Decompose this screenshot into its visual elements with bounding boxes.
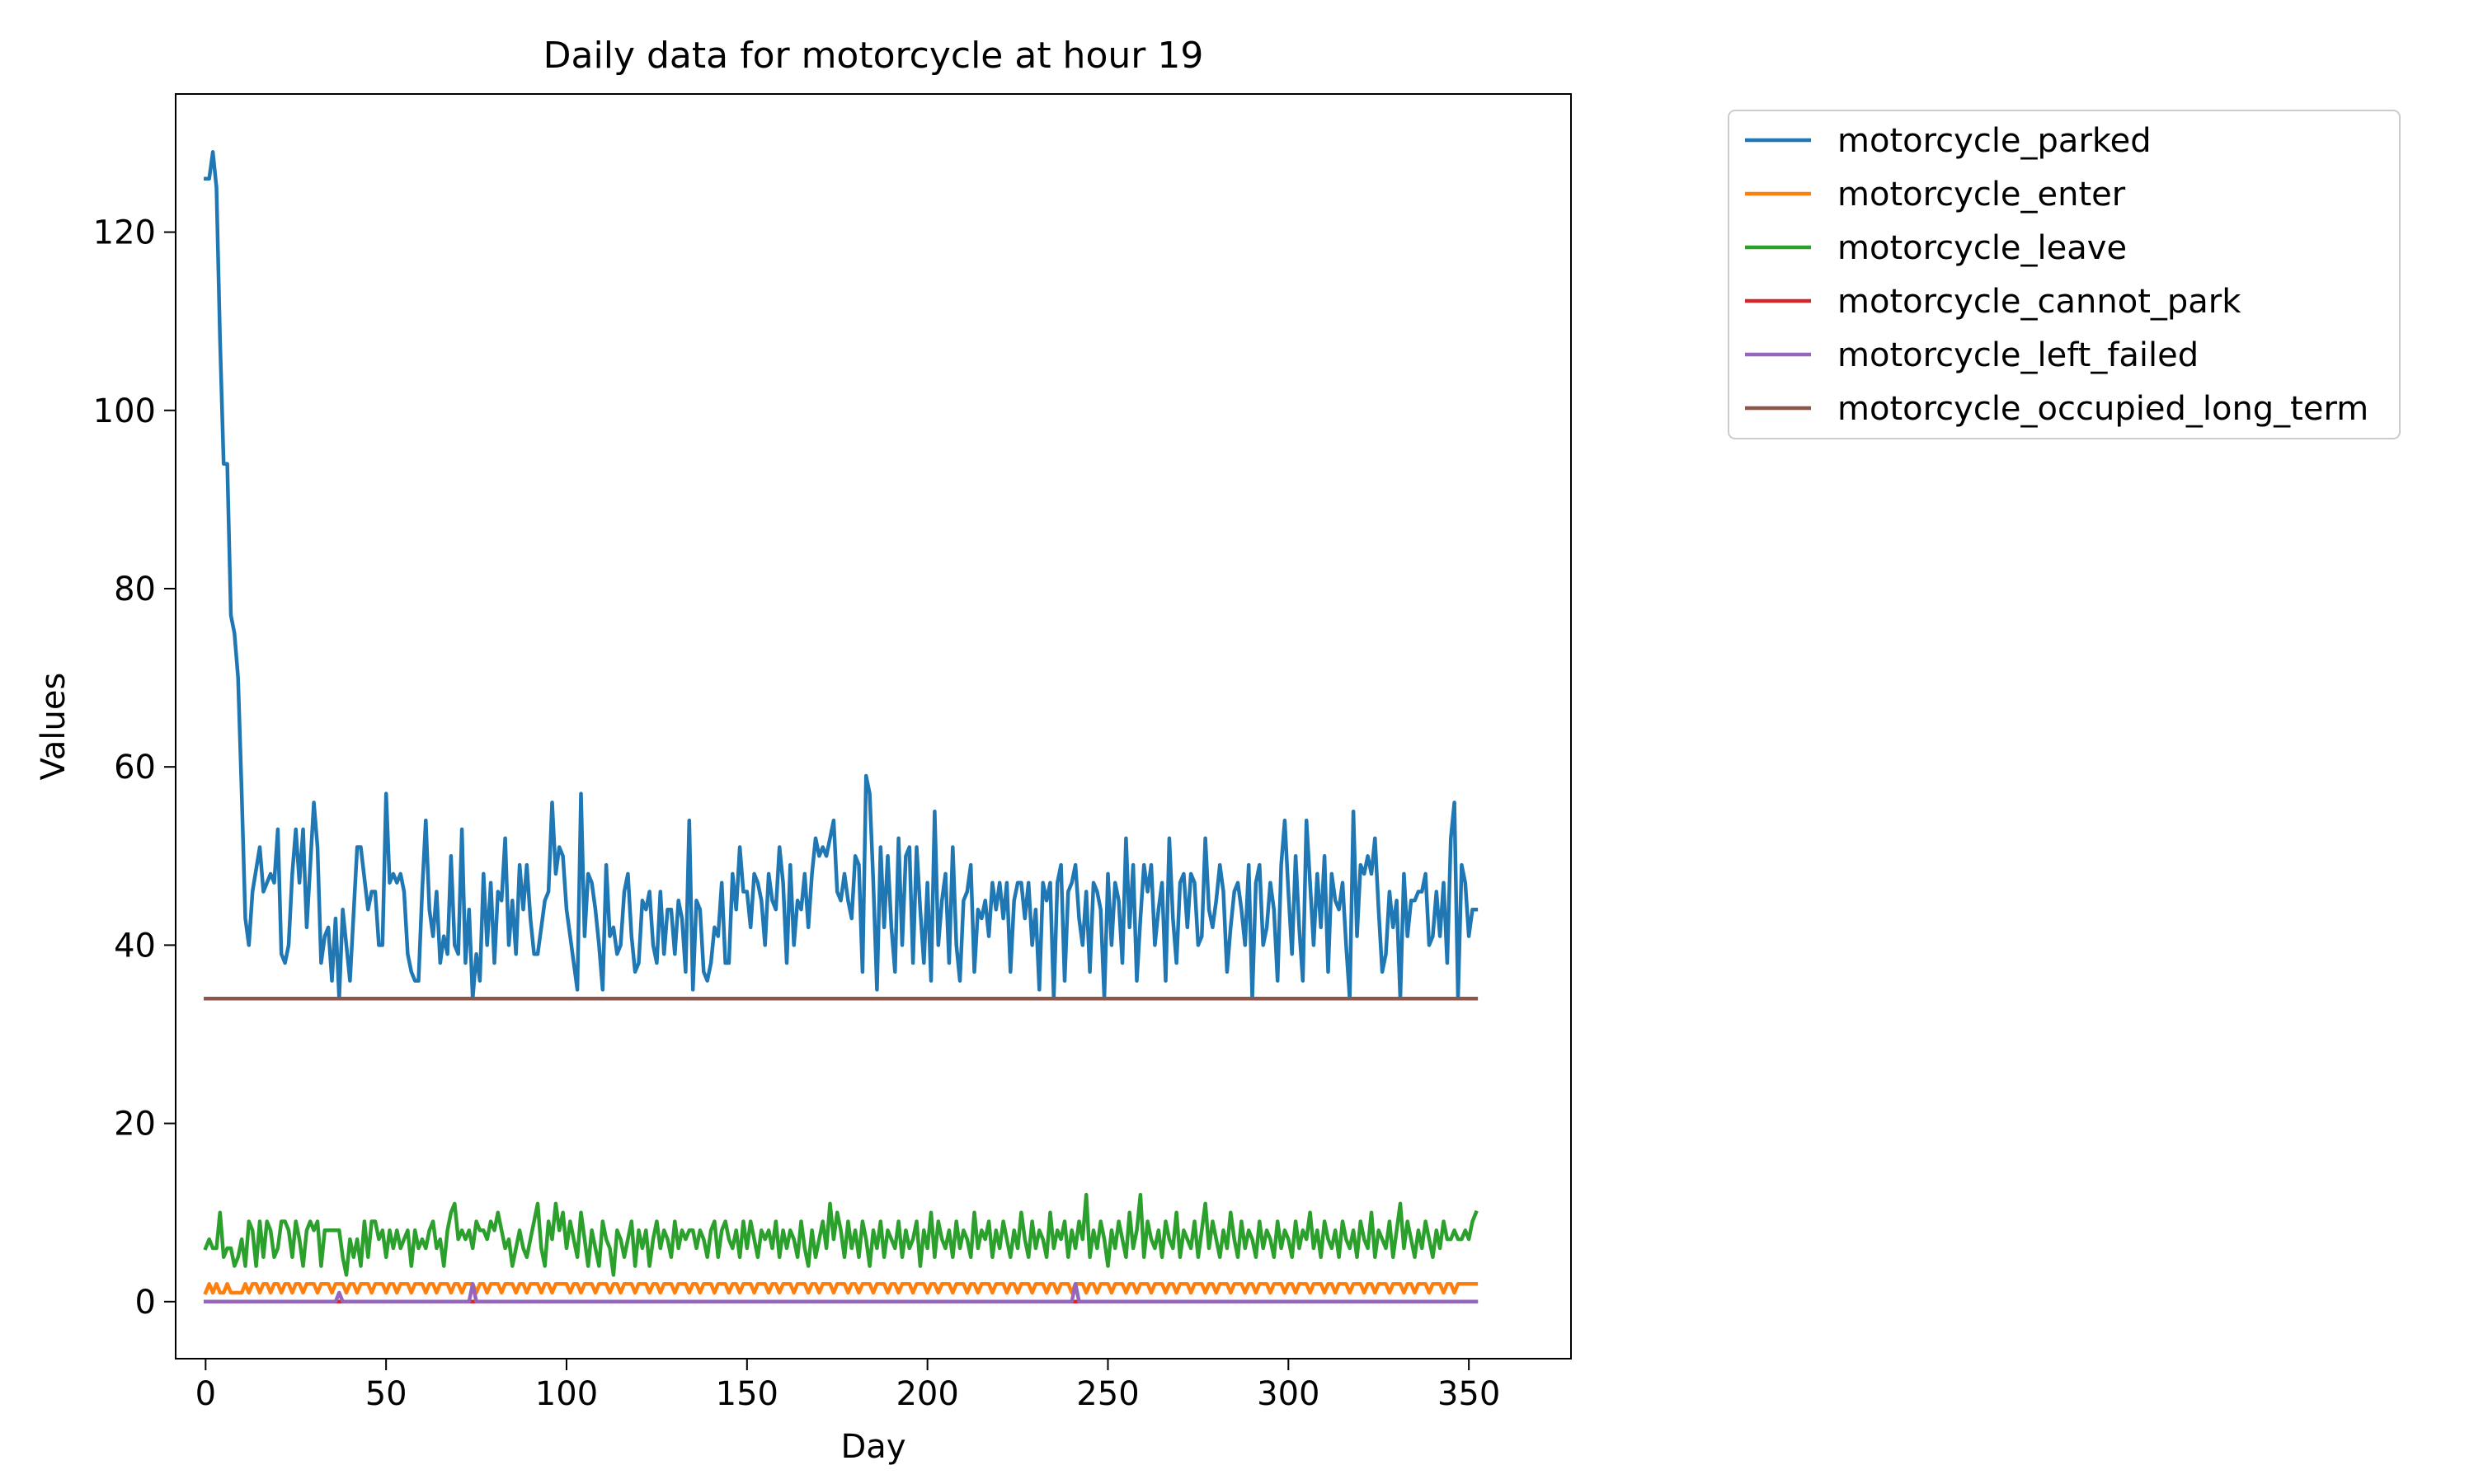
x-tick-label: 0	[195, 1375, 216, 1413]
plot-frame	[175, 93, 1572, 1360]
legend-label: motorcycle_cannot_park	[1837, 283, 2241, 321]
legend: motorcycle_parked motorcycle_entermotorcy…	[1728, 110, 2401, 439]
y-tick-label: 60	[114, 749, 156, 787]
x-tick-label: 50	[365, 1375, 407, 1413]
x-tick-label: 350	[1437, 1375, 1500, 1413]
y-axis-label: Values	[35, 673, 73, 781]
legend-label: motorcycle_leave	[1837, 229, 2127, 267]
x-axis-label: Day	[841, 1428, 906, 1466]
y-axis: 0 20 40 60 80 100 120	[93, 214, 176, 1322]
y-tick-label: 80	[114, 571, 156, 608]
legend-label: motorcycle_occupied_long_term	[1837, 390, 2368, 428]
series-line-motorcycle_left_failed	[204, 1281, 1479, 1304]
chart-title: Daily data for motorcycle at hour 19	[543, 35, 1204, 77]
y-tick-label: 120	[93, 214, 156, 252]
x-axis: 0 50 100 150 200 250 300 350	[195, 1359, 1500, 1413]
series-line-motorcycle_leave	[203, 1192, 1479, 1277]
legend-label: motorcycle_enter	[1837, 176, 2126, 214]
x-tick-label: 100	[535, 1375, 598, 1413]
x-tick-label: 300	[1257, 1375, 1319, 1413]
plot-series-group	[203, 150, 1479, 1304]
y-tick-label: 0	[135, 1284, 156, 1322]
x-tick-label: 250	[1076, 1375, 1139, 1413]
legend-label: motorcycle_left_failed	[1837, 336, 2199, 374]
legend-label: motorcycle_parked	[1837, 122, 2152, 160]
x-tick-label: 150	[716, 1375, 778, 1413]
y-tick-label: 100	[93, 392, 156, 430]
x-tick-label: 200	[896, 1375, 958, 1413]
series-line-motorcycle_enter	[203, 1281, 1479, 1295]
legend-frame	[1728, 110, 2401, 439]
series-line-motorcycle_parked	[204, 150, 1479, 1001]
y-tick-label: 40	[114, 927, 156, 965]
y-tick-label: 20	[114, 1106, 156, 1144]
